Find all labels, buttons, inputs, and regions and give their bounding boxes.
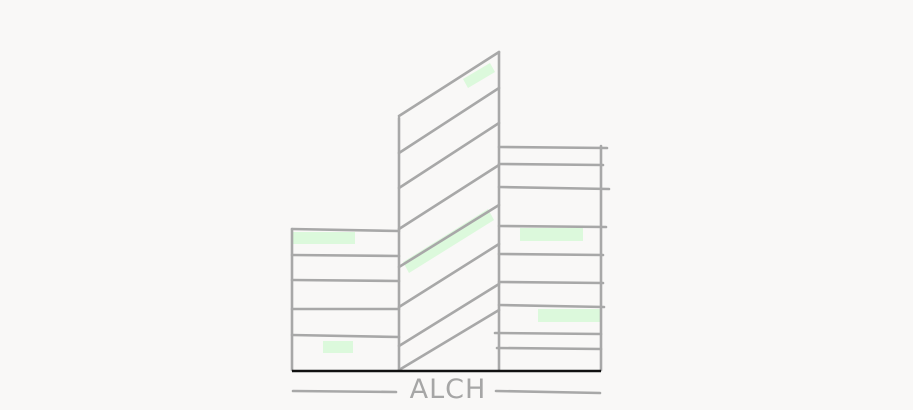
highlight-right-bottom	[538, 309, 601, 322]
highlight-marks	[292, 63, 601, 353]
building-lines	[290, 50, 611, 395]
logo-wordmark: ALCH	[409, 374, 487, 405]
highlight-left-top	[292, 232, 355, 244]
highlight-left-bottom	[323, 341, 353, 353]
highlight-middle-center	[403, 209, 494, 273]
highlight-right-top	[520, 228, 583, 241]
highlight-middle-top	[463, 63, 495, 88]
